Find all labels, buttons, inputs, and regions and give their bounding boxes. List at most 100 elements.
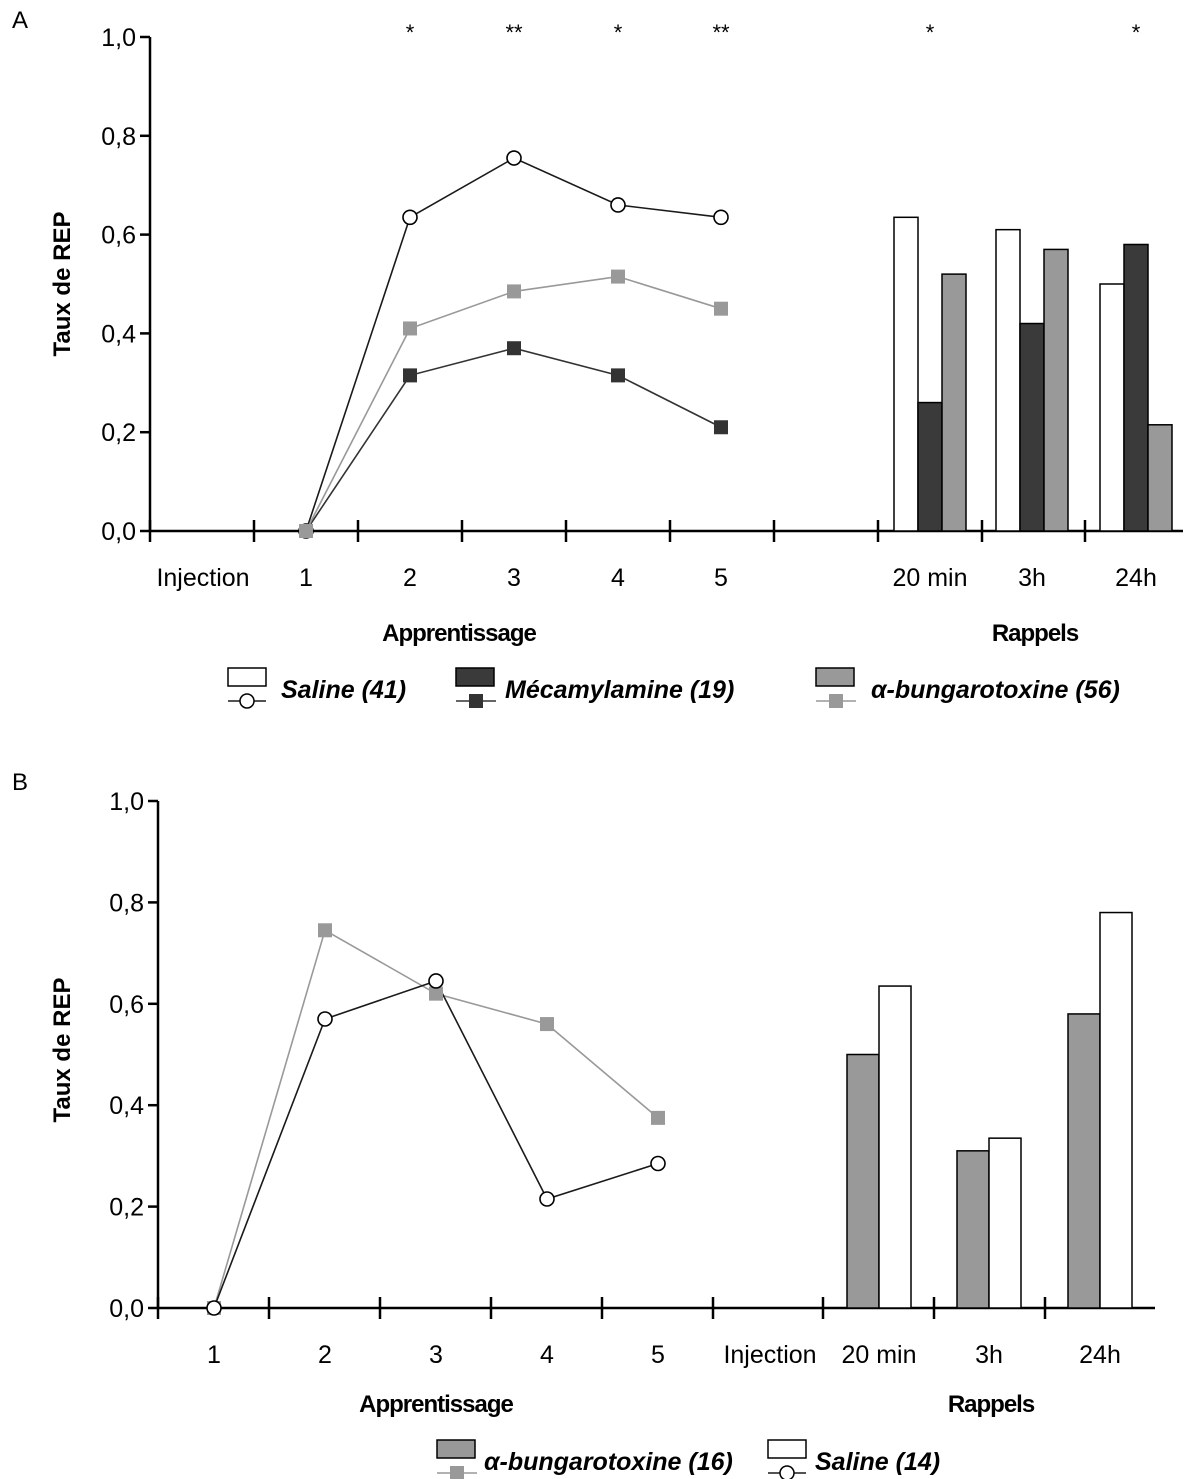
bar [995, 228, 1021, 532]
data-point [610, 197, 626, 213]
legend-marker [829, 694, 843, 708]
y-tick-label: 1,0 [101, 24, 136, 52]
x-tick-label: 3 [429, 1341, 443, 1369]
bar [1123, 243, 1149, 532]
data-point [318, 923, 332, 938]
y-tick-label: 1,0 [109, 788, 144, 816]
x-tick-label: 1 [299, 564, 313, 592]
legend-label: Mécamylamine (19) [505, 676, 734, 704]
x-tick-label: 3h [975, 1341, 1003, 1369]
legend-swatch-bar [227, 667, 267, 687]
x-tick-label: 4 [540, 1341, 554, 1369]
bar [1099, 283, 1125, 532]
y-axis-label: Taux de REP [49, 212, 76, 357]
series-line [213, 980, 659, 1309]
data-point [651, 1110, 665, 1125]
group-label-recall: Rappels [992, 620, 1079, 647]
data-point [506, 150, 522, 166]
significance-marker: * [926, 20, 935, 45]
y-tick-label: 0,4 [109, 1092, 144, 1120]
x-tick-label: 2 [318, 1341, 332, 1369]
x-tick-label: 3h [1018, 564, 1046, 592]
y-tick-label: 0,8 [109, 889, 144, 917]
group-label-recall: Rappels [948, 1391, 1035, 1418]
y-tick-label: 0,8 [101, 123, 136, 151]
legend-label: α-bungarotoxine (16) [484, 1448, 733, 1476]
data-point [299, 524, 313, 538]
significance-marker: ** [712, 20, 730, 45]
data-point [403, 368, 417, 383]
x-tick-label: Injection [723, 1341, 816, 1369]
y-tick-label: 0,4 [101, 320, 136, 348]
series-line [305, 347, 722, 532]
legend-swatch-bar [767, 1439, 807, 1459]
data-point [428, 973, 444, 989]
legend-swatch-bar [455, 667, 495, 687]
y-tick-label: 0,6 [101, 222, 136, 250]
legend-label: α-bungarotoxine (56) [871, 676, 1120, 704]
bar [1147, 424, 1173, 532]
x-tick-label: 5 [714, 564, 728, 592]
x-tick-label: 4 [611, 564, 625, 592]
legend-marker [450, 1466, 464, 1479]
data-point [714, 301, 728, 316]
x-tick-label: 24h [1079, 1341, 1121, 1369]
data-point [507, 341, 521, 356]
legend-swatch-bar [436, 1439, 476, 1459]
y-tick-label: 0,2 [109, 1194, 144, 1222]
significance-marker: * [406, 20, 415, 45]
legend-swatch-bar [815, 667, 855, 687]
bar [1099, 911, 1133, 1309]
x-tick-label: 20 min [841, 1341, 916, 1369]
y-tick-label: 0,0 [109, 1295, 144, 1323]
x-tick-label: Injection [156, 564, 249, 592]
group-label-learning: Apprentissage [382, 620, 536, 647]
data-point [713, 209, 729, 226]
panel-letter: A [12, 7, 28, 34]
data-point [403, 321, 417, 336]
legend-marker [239, 693, 255, 709]
data-point [611, 269, 625, 284]
bar [878, 985, 912, 1309]
data-point [206, 1300, 222, 1316]
panel-b: B 0,0 0,2 0,4 0,6 0,8 1,0 Taux de REP 1 2 3 4 5 Injec… [12, 769, 1155, 1479]
data-point [402, 209, 418, 226]
x-tick-label: 3 [507, 564, 521, 592]
significance-marker: * [1132, 20, 1141, 45]
x-tick-label: 24h [1115, 564, 1157, 592]
bar [1067, 1013, 1101, 1309]
data-point [650, 1155, 666, 1172]
data-point [611, 368, 625, 383]
x-tick-label: 20 min [892, 564, 967, 592]
significance-marker: ** [505, 20, 523, 45]
bar [988, 1137, 1022, 1309]
data-point [429, 986, 443, 1001]
significance-marker: * [614, 20, 623, 45]
bar [956, 1150, 990, 1309]
y-tick-label: 0,6 [109, 991, 144, 1019]
panel-a: A 0,0 0,2 0,4 0,6 0,8 1,0 Taux de REP Injection 1… [12, 7, 1183, 709]
bar [1043, 248, 1069, 532]
bar [941, 273, 967, 532]
data-point [540, 1017, 554, 1032]
panel-letter: B [12, 769, 28, 796]
bar [846, 1053, 880, 1309]
data-point [317, 1011, 333, 1027]
legend-label: Saline (14) [815, 1448, 940, 1476]
data-point [507, 284, 521, 299]
x-tick-label: 5 [651, 1341, 665, 1369]
bar [917, 401, 943, 532]
data-point [539, 1191, 555, 1207]
group-label-learning: Apprentissage [359, 1391, 513, 1418]
legend-marker [779, 1465, 795, 1479]
y-axis-label: Taux de REP [49, 978, 76, 1123]
series-line [305, 275, 722, 532]
y-tick-label: 0,2 [101, 419, 136, 447]
x-tick-label: 2 [403, 564, 417, 592]
legend-marker [469, 694, 483, 708]
bar [893, 216, 919, 532]
legend-label: Saline (41) [281, 676, 406, 704]
bar [1019, 322, 1045, 532]
data-point [714, 420, 728, 435]
